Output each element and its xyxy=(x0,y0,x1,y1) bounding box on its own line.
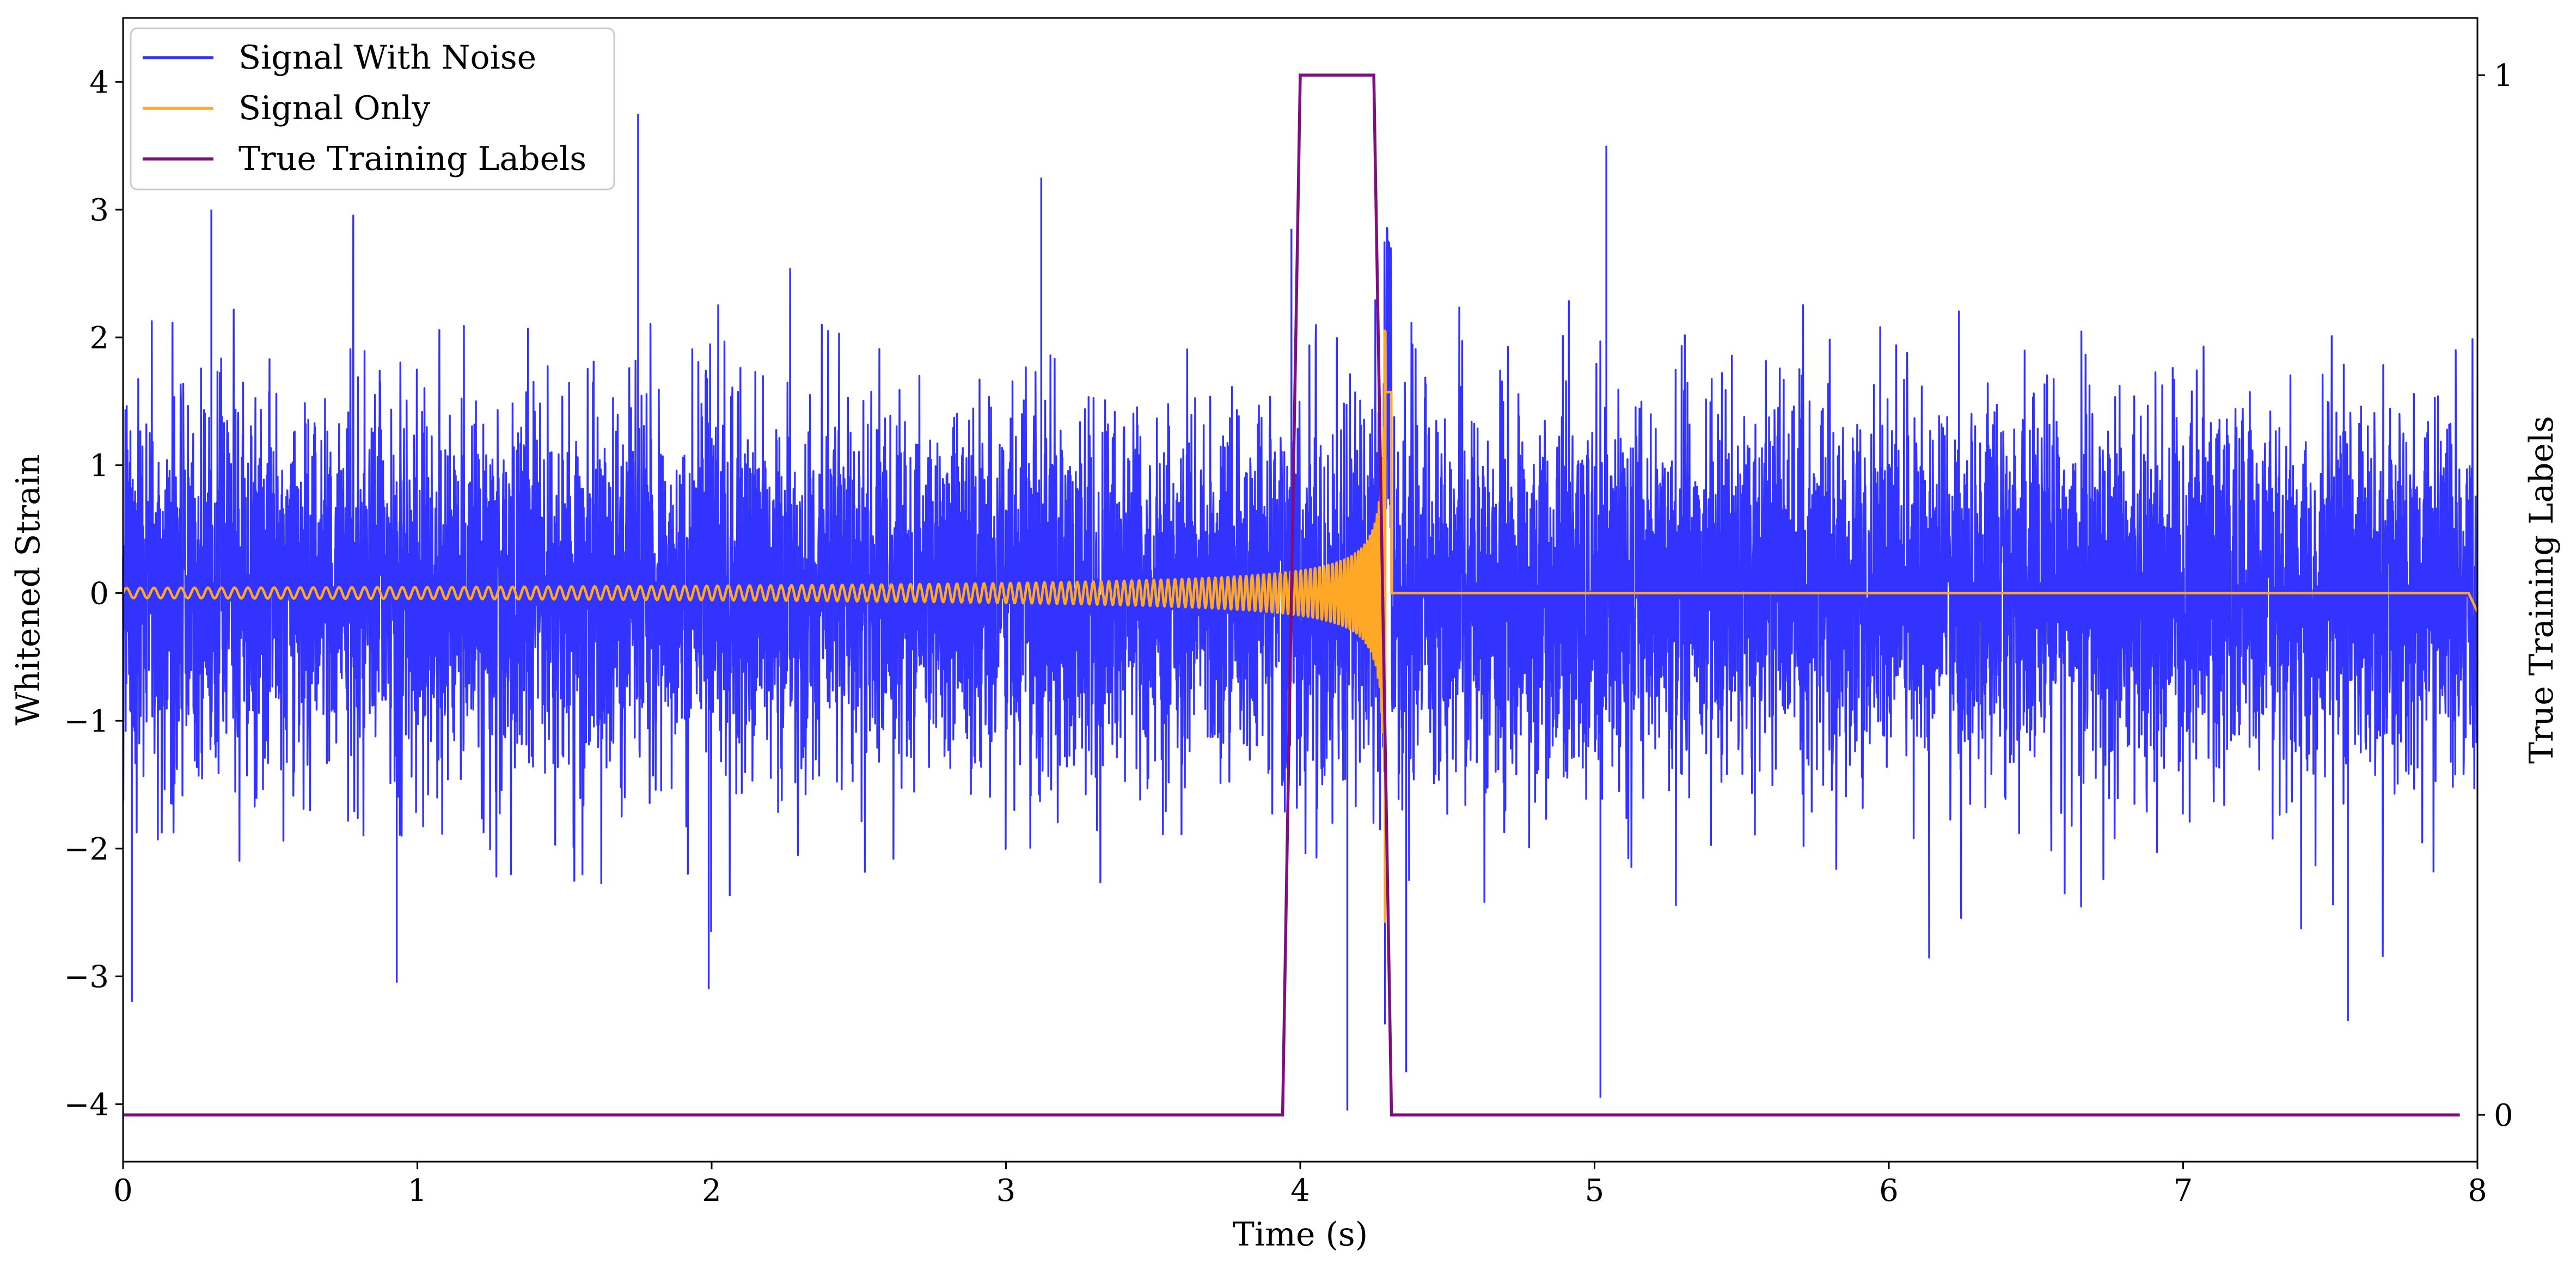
series-signal-only xyxy=(121,329,2479,923)
x-axis-label: Time (s) xyxy=(1233,1216,1368,1254)
x-tick-label: 3 xyxy=(996,1173,1016,1208)
x-tick-label: 4 xyxy=(1290,1173,1310,1208)
y-tick-label: −3 xyxy=(64,960,109,995)
legend-label: Signal With Noise xyxy=(238,39,536,77)
x-tick-label: 0 xyxy=(113,1173,133,1208)
x-tick-label: 7 xyxy=(2174,1173,2193,1208)
y2-tick-label: 1 xyxy=(2494,58,2513,94)
y-tick-label: 2 xyxy=(89,321,109,356)
y-tick-label: −4 xyxy=(64,1087,109,1122)
legend: Signal With Noise Signal Only True Trainin… xyxy=(130,27,615,191)
legend-label: True Training Labels xyxy=(238,140,586,178)
axes: 0 1 2 3 4 5 6 7 8 −4 −3 −2 −1 0 1 2 3 4 0 1 Time (s) Whitened… xyxy=(9,58,2561,1254)
y-tick-label: 4 xyxy=(89,65,109,100)
x-tick-label: 5 xyxy=(1585,1173,1605,1208)
y-axis-label: Whitened Strain xyxy=(9,454,47,725)
y-tick-label: 0 xyxy=(89,576,109,611)
y-tick-label: −1 xyxy=(64,704,109,739)
y-tick-label: 3 xyxy=(89,193,109,228)
y2-axis-label: True Training Labels xyxy=(2523,416,2561,764)
y2-tick-label: 0 xyxy=(2494,1098,2513,1133)
legend-label: Signal Only xyxy=(238,89,430,127)
y-tick-label: −2 xyxy=(64,832,109,867)
x-tick-label: 8 xyxy=(2468,1173,2487,1208)
x-tick-label: 1 xyxy=(408,1173,427,1208)
series-signal-with-noise xyxy=(122,114,2479,1111)
x-tick-label: 6 xyxy=(1879,1173,1899,1208)
x-tick-label: 2 xyxy=(702,1173,721,1208)
series-true-training-labels xyxy=(123,73,2460,1116)
y-tick-label: 1 xyxy=(89,449,109,484)
legend-box xyxy=(130,27,615,191)
